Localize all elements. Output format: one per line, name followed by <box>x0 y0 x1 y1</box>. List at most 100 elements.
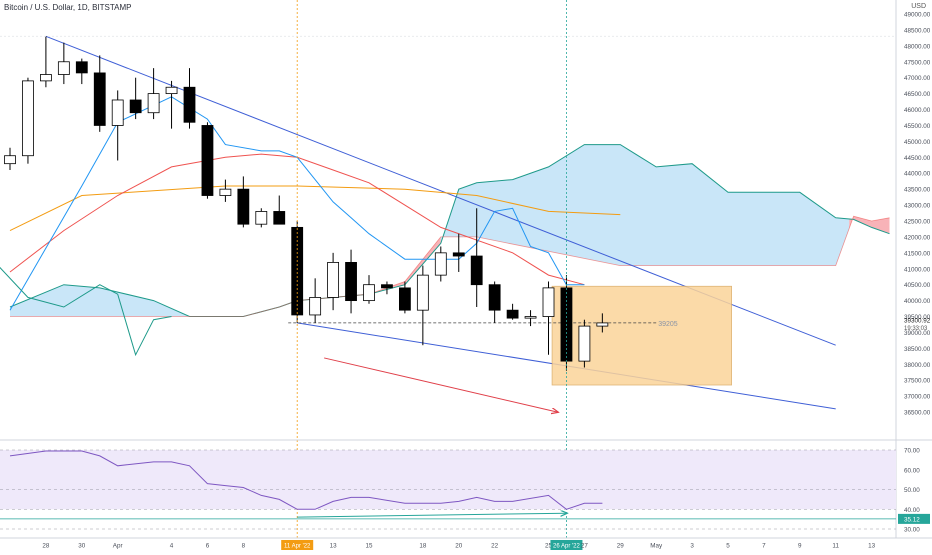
time-tick-label: 8 <box>242 543 246 550</box>
candle-bull <box>165 86 178 95</box>
candle-bull <box>255 211 268 225</box>
date-marker-label: 26 Apr '22 <box>553 544 580 550</box>
price-tick-label: 37000.00 <box>904 394 931 401</box>
candle-bull <box>524 316 537 319</box>
price-tick-label: 41000.00 <box>904 266 931 273</box>
kumo-bull <box>440 144 850 266</box>
candle <box>93 55 106 132</box>
time-tick-label: 28 <box>42 543 50 550</box>
time-tick-label: 3 <box>690 543 694 550</box>
candle-bear <box>93 72 106 126</box>
price-pane: 39205 <box>0 35 890 412</box>
candle-bear <box>237 188 250 225</box>
candle-bear <box>452 252 465 257</box>
time-axis: 28 30 Apr 4 6 8 11 Apr '22 13 15 18 20 22 25 26 Apr '… <box>42 540 876 550</box>
candle <box>309 278 322 323</box>
rsi-divergence-arrow <box>297 513 566 518</box>
candle <box>237 176 250 228</box>
chikou-span <box>0 266 172 357</box>
rsi-value-label: 35.12 <box>904 516 920 523</box>
rsi-tick-label: 70.00 <box>904 448 920 455</box>
level-label: 39205 <box>658 321 678 328</box>
price-tick-label: 48000.00 <box>904 43 931 50</box>
rsi-tick-label: 60.00 <box>904 467 920 474</box>
candle <box>434 246 447 282</box>
candle-bull <box>596 322 609 327</box>
candle-bull <box>4 155 16 165</box>
price-tick-label: 44500.00 <box>904 155 931 162</box>
date-marker-label: 11 Apr '22 <box>284 544 311 550</box>
candle <box>57 42 70 85</box>
price-tick-label: 42500.00 <box>904 219 931 226</box>
candle-bear <box>398 287 411 311</box>
candle-bull <box>57 61 70 75</box>
time-tick-label: 11 <box>832 543 839 550</box>
candle <box>345 249 357 314</box>
candle-bull <box>22 80 34 157</box>
time-tick-label: 27 <box>581 543 589 550</box>
price-tick-label: 49000.00 <box>904 12 931 19</box>
price-tick-label: 38000.00 <box>904 362 931 369</box>
candle <box>452 233 465 272</box>
candle-bull <box>327 261 340 298</box>
date-marker-tag <box>550 540 583 550</box>
time-tick-label: 29 <box>617 543 625 550</box>
candle <box>201 122 214 199</box>
candle <box>363 275 375 304</box>
price-tick-label: 37500.00 <box>904 378 931 385</box>
price-tick-label: 43500.00 <box>904 187 931 194</box>
candle <box>416 265 429 346</box>
price-tick-label: 36500.00 <box>904 410 931 417</box>
price-tick-label: 44000.00 <box>904 171 931 178</box>
candle <box>147 68 160 120</box>
rsi-tick-label: 50.00 <box>904 487 920 494</box>
price-tick-label: 45000.00 <box>904 139 931 146</box>
kumo-bear <box>849 216 890 234</box>
candle <box>578 319 591 368</box>
candle <box>183 68 196 129</box>
price-tick-label: 39000.00 <box>904 330 931 337</box>
time-tick-label: 7 <box>762 543 766 550</box>
price-axis: 49000.00 48500.00 48000.00 47500.00 47000.00… <box>904 12 931 417</box>
price-tick-label: 48500.00 <box>904 27 931 34</box>
time-tick-label: 5 <box>726 543 730 550</box>
candle-bear <box>201 125 214 196</box>
candle <box>381 281 393 295</box>
time-tick-label: 22 <box>491 543 499 550</box>
candle <box>111 90 124 161</box>
candle-bear <box>291 226 304 316</box>
candle <box>219 179 232 202</box>
candle-bull <box>147 93 160 114</box>
price-tick-label: 38500.00 <box>904 346 931 353</box>
rsi-tick-label: 40.00 <box>904 507 920 514</box>
price-tick-label: 45500.00 <box>904 123 931 130</box>
candle <box>165 80 178 129</box>
time-tick-label: 30 <box>78 543 86 550</box>
symbol-name: Bitcoin / U.S. Dollar <box>4 3 73 12</box>
time-tick-label: May <box>650 543 663 550</box>
time-tick-label: 13 <box>330 543 338 550</box>
candle-bear <box>470 255 483 286</box>
candle-bull <box>219 188 232 196</box>
time-tick-label: 15 <box>365 543 373 550</box>
bearish-arrow <box>324 357 557 412</box>
candle-bull <box>40 74 52 82</box>
price-tick-label: 46000.00 <box>904 107 931 114</box>
currency-label: USD <box>911 3 926 10</box>
symbol-interval: 1D <box>77 3 88 12</box>
candle-bull <box>111 99 124 126</box>
candle <box>327 252 340 311</box>
price-tick-label: 47000.00 <box>904 75 931 82</box>
rsi-tick-label: 30.00 <box>904 527 920 534</box>
kumo-bull <box>10 284 369 317</box>
countdown-label: 19:33:03 <box>904 326 928 332</box>
symbol-exchange: BITSTAMP <box>92 3 132 12</box>
time-tick-label: 13 <box>868 543 876 550</box>
candle-bear <box>75 61 88 74</box>
price-tick-label: 40500.00 <box>904 282 931 289</box>
candle <box>22 77 34 164</box>
candle-bull <box>309 297 322 316</box>
candle-bear <box>183 86 196 123</box>
candle <box>596 313 609 333</box>
